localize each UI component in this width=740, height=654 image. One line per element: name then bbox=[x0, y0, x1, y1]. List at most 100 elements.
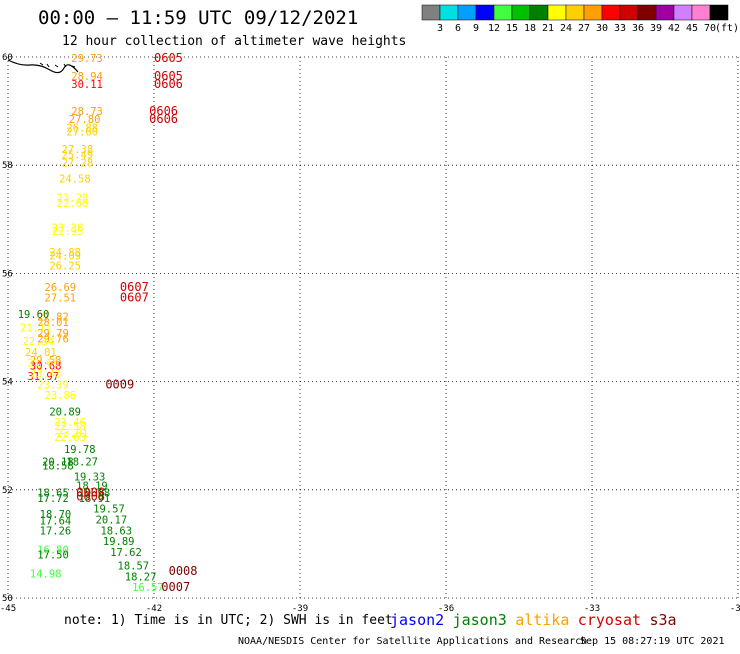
wave-height-label: 27.60 bbox=[66, 127, 98, 139]
wave-height-label: 24.58 bbox=[59, 174, 91, 186]
generation-timestamp: Sep 15 08:27:19 UTC 2021 bbox=[580, 636, 725, 647]
color-scale-tick: 27 bbox=[578, 23, 590, 34]
x-tick-label: -45 bbox=[0, 604, 16, 614]
color-scale-tick: 33 bbox=[614, 23, 626, 34]
color-scale-tick: 18 bbox=[524, 23, 536, 34]
wave-height-label: 22.58 bbox=[54, 421, 86, 433]
color-scale-tick: 70 bbox=[704, 23, 716, 34]
wave-height-label: 27.38 bbox=[62, 144, 94, 156]
wave-height-label: 24.88 bbox=[49, 247, 81, 259]
wave-height-label: 17.64 bbox=[40, 516, 72, 528]
legend-jason2: jason2 bbox=[390, 611, 444, 629]
pass-time-label: 0607 bbox=[120, 280, 149, 294]
wave-height-label: 24.09 bbox=[49, 251, 81, 263]
wave-height-label: 26.69 bbox=[45, 282, 77, 294]
color-scale-tick: 9 bbox=[473, 23, 479, 34]
color-scale-swatch bbox=[637, 4, 657, 21]
wave-height-label: 23.43 bbox=[30, 368, 62, 380]
color-scale-bar: 3 6 9 12 15 18 21 24 27 30 33 36 39 42 45 70 bbox=[421, 4, 729, 34]
wave-height-label: 27.82 bbox=[37, 312, 69, 324]
pass-time-label: 0606 bbox=[149, 112, 178, 126]
wave-height-label: 21.69 bbox=[27, 358, 59, 370]
wave-height-label: 30.11 bbox=[71, 79, 103, 91]
wave-height-label: 18.70 bbox=[40, 509, 72, 521]
pass-time-label: 0605 bbox=[154, 69, 183, 83]
y-tick-label: 50 bbox=[2, 594, 13, 604]
legend-jason3: jason3 bbox=[453, 611, 507, 629]
wave-height-label: 19.60 bbox=[18, 309, 50, 321]
wave-height-label: 25.49 bbox=[62, 149, 94, 161]
pass-time-label: 0607 bbox=[120, 291, 149, 305]
wave-height-label: 19.98 bbox=[79, 488, 111, 500]
color-scale-tick: 30 bbox=[596, 23, 608, 34]
color-scale-tick: 15 bbox=[506, 23, 518, 34]
color-scale-swatch bbox=[547, 4, 567, 21]
y-tick-label: 56 bbox=[2, 269, 13, 279]
pass-time-label: 0605 bbox=[154, 51, 183, 65]
color-scale-tick: 36 bbox=[632, 23, 644, 34]
x-tick-label: -33 bbox=[584, 604, 600, 614]
pass-time-label: 0606 bbox=[154, 77, 183, 91]
chart-title: 00:00 – 11:59 UTC 09/12/2021 bbox=[38, 7, 358, 29]
wave-height-label: 17.62 bbox=[110, 547, 142, 559]
color-scale-tick: 42 bbox=[668, 23, 680, 34]
wave-height-label: 23.39 bbox=[37, 379, 69, 391]
color-scale-swatch bbox=[583, 4, 603, 21]
x-tick-label: -36 bbox=[438, 604, 454, 614]
color-scale-swatch bbox=[691, 4, 711, 21]
wave-height-label: 29.58 bbox=[30, 355, 62, 367]
wave-height-label: 31.97 bbox=[27, 371, 59, 383]
pass-time-label: 0608 bbox=[76, 489, 105, 503]
color-scale-swatch bbox=[493, 4, 513, 21]
wave-height-label: 27.51 bbox=[45, 293, 77, 305]
color-scale-swatch bbox=[457, 4, 477, 21]
color-scale-swatch bbox=[601, 4, 621, 21]
wave-height-label: 19.33 bbox=[74, 471, 106, 483]
coastline bbox=[7, 59, 79, 74]
color-scale-tick: 12 bbox=[488, 23, 500, 34]
wave-height-label: 18.57 bbox=[118, 561, 150, 573]
color-scale-swatch bbox=[421, 4, 441, 21]
color-scale-swatch bbox=[673, 4, 693, 21]
wave-height-label: 23.28 bbox=[57, 193, 89, 205]
y-tick-label: 58 bbox=[2, 161, 13, 171]
wave-height-label: 18.63 bbox=[100, 525, 132, 537]
y-tick-label: 52 bbox=[2, 486, 13, 496]
wave-height-label: 22.95 bbox=[52, 226, 84, 238]
wave-height-label: 23.38 bbox=[52, 222, 84, 234]
wave-height-label: 17.26 bbox=[40, 525, 72, 537]
legend-altika: altika bbox=[515, 611, 569, 629]
wave-height-label: 18.19 bbox=[76, 480, 108, 492]
color-scale-tick: 24 bbox=[560, 23, 572, 34]
wave-height-label: 20.89 bbox=[49, 406, 81, 418]
wave-height-label: 18.58 bbox=[42, 460, 74, 472]
wave-height-label: 18.91 bbox=[79, 493, 111, 505]
wave-height-label: 18.27 bbox=[66, 457, 98, 469]
chart-subtitle: 12 hour collection of altimeter wave hei… bbox=[62, 34, 406, 49]
plot-axes: -45 -42 -39 -36 -33 -30 50 52 54 56 58 60 bbox=[0, 53, 740, 614]
pass-time-label: 0007 bbox=[161, 580, 190, 594]
plot-grid bbox=[7, 56, 739, 599]
color-scale-tick: 21 bbox=[542, 23, 554, 34]
y-tick-label: 60 bbox=[2, 53, 13, 63]
wave-height-label: 30.68 bbox=[30, 360, 62, 372]
wave-height-label: 23.01 bbox=[57, 428, 89, 440]
color-scale-tick: 39 bbox=[650, 23, 662, 34]
wave-height-label: 27.28 bbox=[62, 157, 94, 169]
wave-height-label: 19.89 bbox=[103, 536, 135, 548]
wave-height-label: 22.66 bbox=[57, 198, 89, 210]
color-scale-swatch bbox=[439, 4, 459, 21]
satellite-legend: jason2 jason3 altika cryosat s3a bbox=[390, 611, 677, 629]
wave-height-label: 29.79 bbox=[37, 328, 69, 340]
pass-time-label: 0009 bbox=[105, 377, 134, 391]
legend-cryosat: cryosat bbox=[578, 611, 641, 629]
wave-height-label: 18.27 bbox=[125, 571, 157, 583]
wave-height-label: 16.57 bbox=[132, 582, 164, 594]
color-scale-tick: 45 bbox=[686, 23, 698, 34]
wave-height-label: 20.18 bbox=[42, 457, 74, 469]
color-scale-tick: 3 bbox=[437, 23, 443, 34]
credit-line: NOAA/NESDIS Center for Satellite Applica… bbox=[238, 636, 587, 647]
color-scale-swatch bbox=[619, 4, 639, 21]
